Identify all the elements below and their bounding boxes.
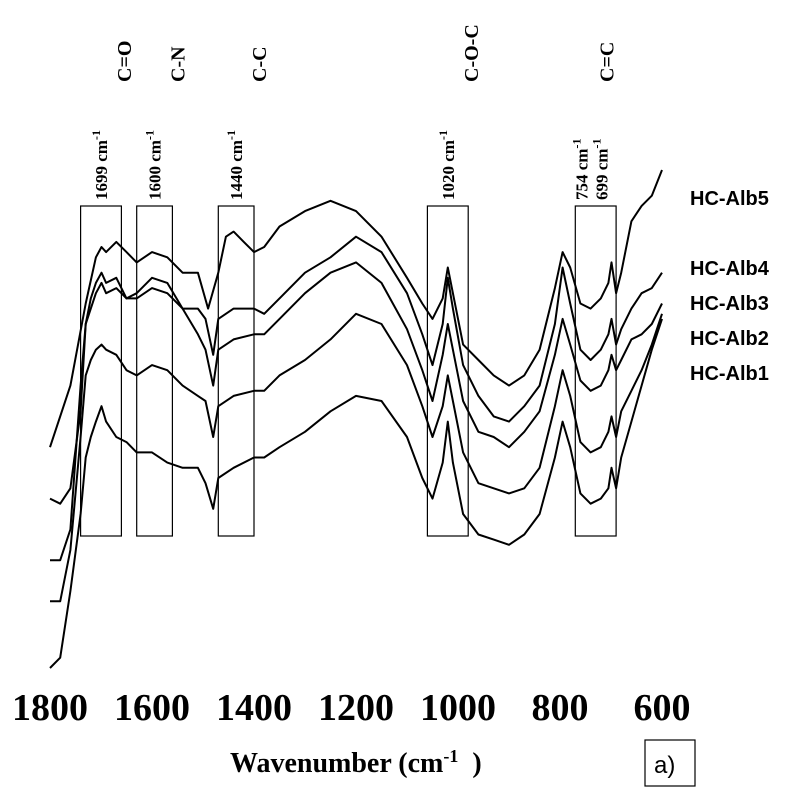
band-group-label-cdc: C=C — [597, 42, 619, 82]
series-label-hc-alb4: HC-Alb4 — [690, 258, 770, 280]
band-box-coc — [426, 205, 469, 537]
series-label-hc-alb1: HC-Alb1 — [690, 363, 769, 385]
spectrum-line-hc-alb5 — [49, 169, 663, 448]
x-axis-title-close: ) — [472, 748, 481, 779]
band-box-cn — [136, 205, 173, 537]
x-tick-label-1400: 1400 — [216, 687, 292, 729]
series-label-hc-alb2: HC-Alb2 — [690, 328, 769, 350]
x-axis-tick-labels: 1800 1600 1400 1200 1000 800 600 — [12, 687, 691, 729]
band-wavenumber-label-coc: 1020 cm-1 — [436, 130, 458, 200]
x-tick-label-1000: 1000 — [420, 687, 496, 729]
x-tick-label-600: 600 — [634, 687, 691, 729]
band-wavenumber-label-co: 1699 cm-1 — [89, 130, 111, 200]
x-axis-title-superscript: -1 — [443, 746, 458, 766]
spectrum-line-hc-alb4 — [49, 235, 663, 505]
series-label-hc-alb5: HC-Alb5 — [690, 188, 769, 210]
x-tick-label-1200: 1200 — [318, 687, 394, 729]
band-regions-group: 1699 cm-1 C=O 1600 cm-1 C-N 1440 cm-1 C-C 1020… — [79, 24, 619, 537]
series-label-hc-alb3: HC-Alb3 — [690, 293, 769, 315]
x-tick-label-1800: 1800 — [12, 687, 88, 729]
band-group-label-cn: C-N — [168, 46, 190, 82]
spectrum-line-hc-alb1 — [49, 318, 663, 669]
band-box-co — [79, 205, 122, 537]
band-wavenumber-label-cdc-0: 754 cm-1 — [570, 139, 592, 200]
band-wavenumber-label-cdc-1: 699 cm-1 — [590, 139, 612, 200]
x-tick-label-800: 800 — [532, 687, 589, 729]
x-axis-title-text: Wavenumber (cm — [230, 748, 443, 779]
band-box-cdc — [574, 205, 617, 537]
spectra-series-group — [49, 169, 663, 669]
band-group-label-co: C=O — [114, 41, 136, 82]
spectrum-line-hc-alb3 — [50, 261, 663, 562]
panel-label: a) — [654, 752, 675, 779]
band-wavenumber-label-cn: 1600 cm-1 — [143, 130, 165, 200]
band-box-cc — [217, 205, 255, 537]
x-tick-label-1600: 1600 — [114, 687, 190, 729]
band-group-label-cc: C-C — [249, 46, 271, 82]
spectrum-line-hc-alb2 — [50, 312, 663, 603]
series-labels-group: HC-Alb5 HC-Alb4 HC-Alb3 HC-Alb2 HC-Alb1 — [690, 188, 770, 385]
x-axis-title: Wavenumber (cm-1) — [230, 746, 482, 779]
band-group-label-coc: C-O-C — [461, 24, 483, 82]
panel-label-box — [644, 739, 696, 787]
band-wavenumber-label-cc: 1440 cm-1 — [224, 130, 246, 200]
